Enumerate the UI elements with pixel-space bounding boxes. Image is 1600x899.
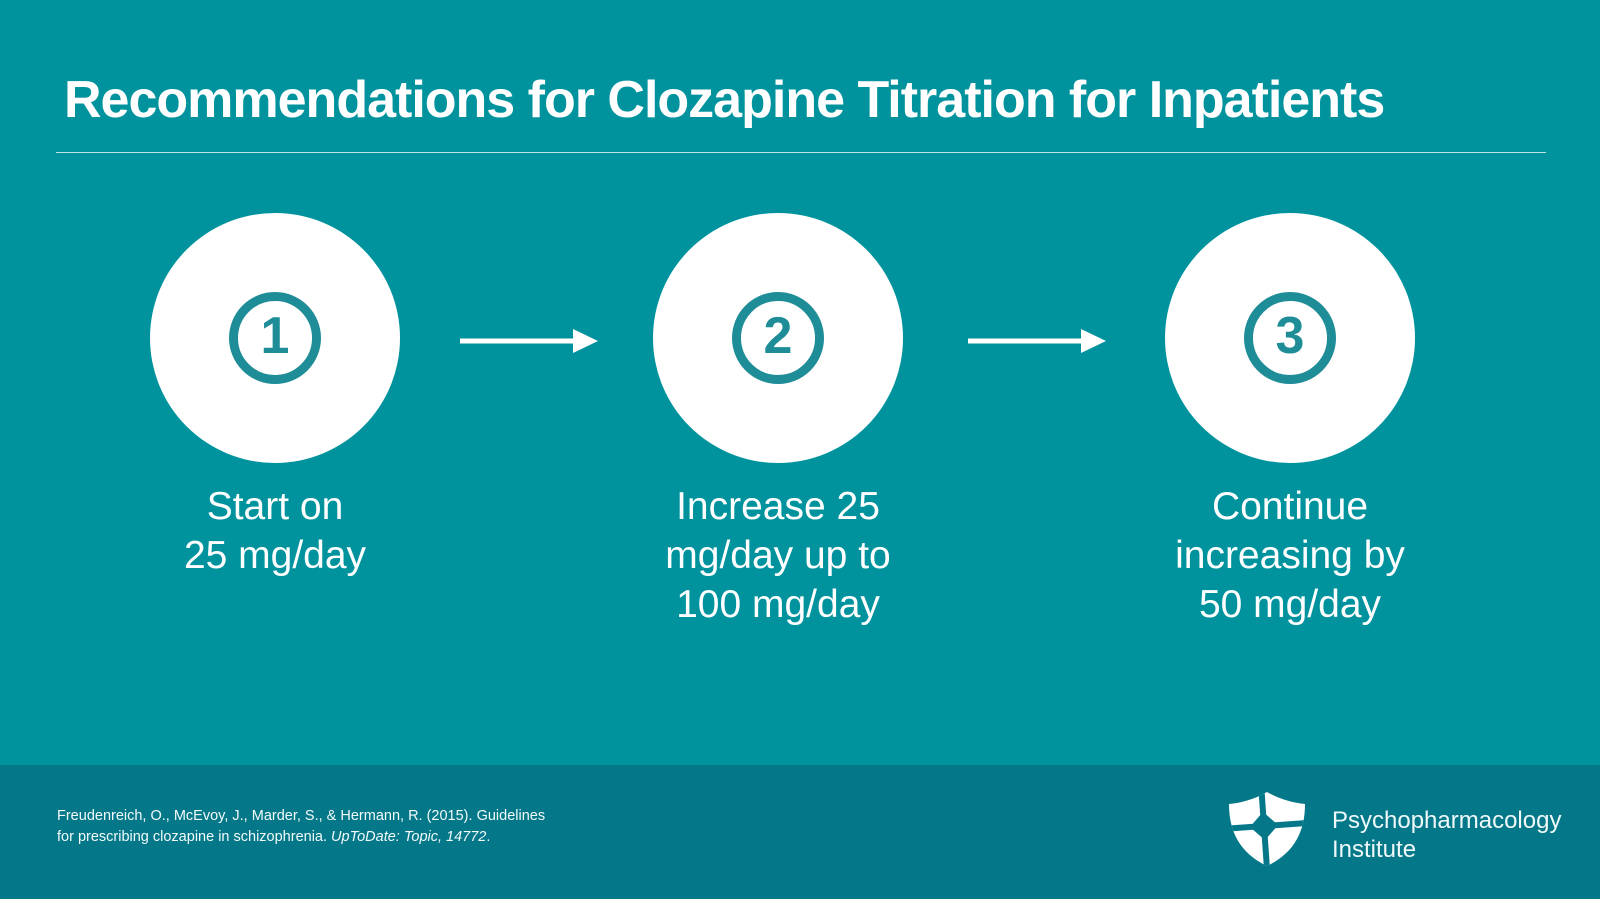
step-2-label-line-1: Increase 25 (676, 485, 880, 528)
step-1-label: Start on 25 mg/day (105, 482, 445, 580)
shield-cross-logo-icon (1229, 792, 1305, 866)
arrow-right-icon (968, 329, 1106, 353)
title-divider (56, 152, 1546, 153)
step-3-label-line-3: 50 mg/day (1198, 583, 1382, 626)
step-3-label: Continue increasing by 50 mg/day (1120, 482, 1460, 629)
publisher-name-line-2: Institute (1332, 836, 1417, 863)
step-3-label-line-2: increasing by (1175, 534, 1405, 577)
step-2-label-line-3: 100 mg/day (676, 583, 880, 626)
step-2-number-badge: 2 (732, 292, 824, 384)
step-2-label: Increase 25 mg/day up to 100 mg/day (608, 482, 948, 629)
publisher-name-line-1: Psychopharmacology (1332, 807, 1562, 834)
step-1-number: 1 (260, 307, 290, 365)
citation-source: UpToDate: Topic, 14772 (331, 829, 487, 845)
step-2-number: 2 (763, 307, 793, 365)
step-2-label-line-2: mg/day up to (665, 534, 891, 577)
step-2-circle: 2 (653, 213, 903, 463)
publisher-logo: Psychopharmacology Institute (1228, 792, 1561, 867)
slide-title: Recommendations for Clozapine Titration … (64, 71, 1385, 129)
step-3-number: 3 (1275, 307, 1305, 365)
publisher-name: Psychopharmacology Institute (1332, 806, 1561, 864)
step-3-number-badge: 3 (1244, 292, 1336, 384)
step-1-circle: 1 (150, 213, 400, 463)
step-1-number-badge: 1 (229, 292, 321, 384)
citation: Freudenreich, O., McEvoy, J., Marder, S.… (57, 806, 545, 848)
step-1-label-line-1: Start on (206, 485, 344, 528)
citation-line-1: Freudenreich, O., McEvoy, J., Marder, S.… (57, 808, 546, 824)
arrow-right-icon (460, 329, 598, 353)
citation-line-2: for prescribing clozapine in schizophren… (57, 829, 491, 845)
step-1-label-line-2: 25 mg/day (183, 534, 367, 577)
step-3-label-line-1: Continue (1211, 485, 1369, 528)
footer-bar: Freudenreich, O., McEvoy, J., Marder, S.… (0, 765, 1600, 899)
step-3-circle: 3 (1165, 213, 1415, 463)
